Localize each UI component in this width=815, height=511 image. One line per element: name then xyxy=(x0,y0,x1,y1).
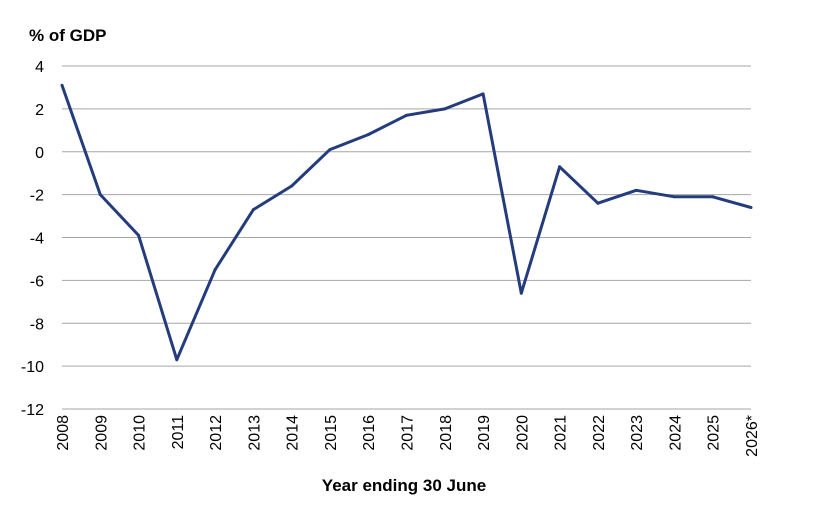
y-tick-label: -12 xyxy=(21,402,44,419)
data-point xyxy=(481,92,485,96)
x-tick-label: 2023 xyxy=(629,415,646,451)
series-layer xyxy=(60,83,753,362)
data-point xyxy=(749,205,753,209)
y-tick-label: 2 xyxy=(35,102,44,119)
x-axis-title: Year ending 30 June xyxy=(322,476,486,495)
x-tick-label: 2022 xyxy=(591,415,608,451)
x-tick-label: 2013 xyxy=(246,415,263,451)
data-point xyxy=(634,188,638,192)
y-tick-label: -6 xyxy=(30,273,44,290)
data-point xyxy=(405,113,408,117)
y-axis-title: % of GDP xyxy=(29,26,106,45)
x-tick-label: 2017 xyxy=(400,415,417,451)
data-point xyxy=(98,193,102,197)
gridlines xyxy=(62,65,751,410)
x-tick-label: 2024 xyxy=(667,415,684,451)
x-tick-label: 2011 xyxy=(170,415,187,450)
data-point xyxy=(558,165,562,169)
y-tick-label: 0 xyxy=(35,145,44,162)
x-tick-label: 2020 xyxy=(514,415,531,451)
x-tick-label: 2008 xyxy=(55,415,72,451)
x-tick-label: 2025 xyxy=(706,415,723,451)
x-tick-label: 2021 xyxy=(553,415,570,451)
x-tick-label: 2014 xyxy=(285,415,302,451)
x-tick-label: 2018 xyxy=(438,415,455,451)
x-tick-label: 2019 xyxy=(476,415,493,451)
y-tick-labels: 4 2 0 -2 -4 -6 -8 -10 -12 xyxy=(21,59,44,419)
data-point xyxy=(711,195,715,199)
data-point xyxy=(137,233,141,237)
data-point xyxy=(251,208,255,212)
x-tick-label: 2015 xyxy=(323,415,340,451)
y-tick-label: -2 xyxy=(30,188,44,205)
data-point xyxy=(175,358,179,362)
data-point xyxy=(328,148,332,152)
data-point xyxy=(672,195,676,199)
data-point xyxy=(443,107,447,111)
y-tick-label: -8 xyxy=(30,316,44,333)
x-tick-label: 2010 xyxy=(132,415,149,451)
data-point xyxy=(290,184,294,188)
series-line xyxy=(60,84,752,362)
y-tick-label: 4 xyxy=(35,59,44,76)
data-point xyxy=(596,201,600,205)
y-tick-label: -4 xyxy=(30,231,44,248)
data-point xyxy=(366,133,370,137)
x-tick-label: 2016 xyxy=(361,415,378,451)
x-tick-label: 2012 xyxy=(208,415,225,451)
x-tick-labels: 2008 2009 2010 2011 2012 2013 2014 2015 2016 2017… xyxy=(55,415,761,457)
data-point xyxy=(213,268,217,272)
data-point xyxy=(519,291,523,295)
x-tick-label: 2026* xyxy=(744,415,761,457)
data-point xyxy=(60,83,64,87)
x-tick-label: 2009 xyxy=(93,415,110,451)
y-tick-label: -10 xyxy=(21,359,44,376)
